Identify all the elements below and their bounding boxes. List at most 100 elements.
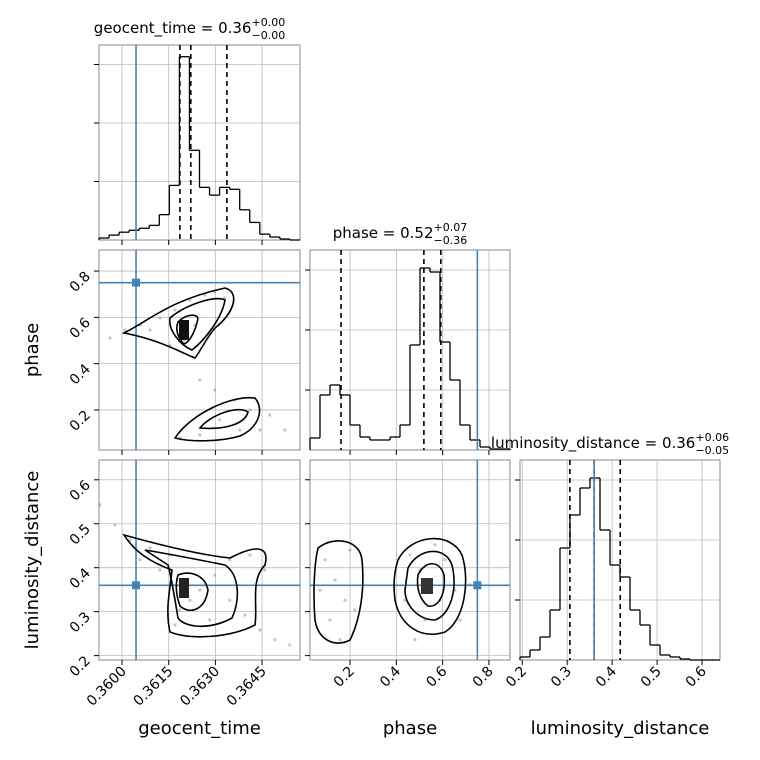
sample-point xyxy=(263,568,267,572)
title-plus: +0.06 xyxy=(695,431,729,444)
x-tick-label: 0.3645 xyxy=(224,664,270,710)
sample-point xyxy=(268,413,272,417)
sample-point xyxy=(258,628,262,632)
sample-point xyxy=(173,623,177,627)
sample-point xyxy=(168,343,172,347)
sample-point xyxy=(273,638,277,642)
x-tick-label: 0.3600 xyxy=(84,664,130,710)
sample-point xyxy=(213,388,217,392)
sample-point xyxy=(138,558,142,562)
panel-title: luminosity_distance = 0.36+0.06 −0.05 xyxy=(491,431,729,457)
sample-point xyxy=(238,428,242,432)
y-tick-label: 0.2 xyxy=(67,653,94,680)
y-tick-label: 0.2 xyxy=(67,407,94,434)
sample-point xyxy=(343,598,347,602)
panel: 0.2 0.3 0.4 0.5 0.6 xyxy=(503,459,721,691)
x-tick-label: 0.2 xyxy=(503,664,530,691)
x-tick-label: 0.5 xyxy=(638,664,665,691)
contour xyxy=(173,396,261,442)
x-tick-label: 0.3615 xyxy=(131,664,177,710)
sample-point xyxy=(228,598,232,602)
contour xyxy=(404,550,455,621)
contour xyxy=(122,533,267,638)
y-tick-label: 0.4 xyxy=(67,361,94,388)
y-tick-label: 0.8 xyxy=(67,269,94,296)
truth-marker xyxy=(132,581,141,590)
sample-point xyxy=(113,523,117,527)
y-axis-label: luminosity_distance xyxy=(22,471,43,650)
panel-title: geocent_time = 0.36+0.00 −0.00 xyxy=(94,16,285,42)
x-tick-label: 0.4 xyxy=(593,663,620,690)
sample-point xyxy=(413,638,417,642)
sample-point xyxy=(198,588,202,592)
sample-point xyxy=(333,578,337,582)
sample-point xyxy=(248,553,252,557)
y-axis-label: phase xyxy=(22,323,43,377)
truth-marker xyxy=(473,581,482,590)
sample-point xyxy=(123,328,127,332)
contour xyxy=(198,408,249,430)
sample-point xyxy=(433,543,437,547)
sample-point xyxy=(128,538,132,542)
sample-point xyxy=(348,548,352,552)
contours xyxy=(121,287,467,644)
x-tick-label: 0.3630 xyxy=(177,664,223,710)
sample-point xyxy=(208,618,212,622)
sample-point xyxy=(218,418,222,422)
panel xyxy=(305,249,511,455)
x-tick-label: 0.8 xyxy=(470,664,497,691)
sample-point xyxy=(458,618,462,622)
sample-point xyxy=(288,643,292,647)
x-axis-label: geocent_time xyxy=(138,718,261,739)
sample-point xyxy=(148,546,152,550)
panel: 0.2 0.4 0.6 0.8 xyxy=(305,459,511,691)
sample-point xyxy=(353,608,357,612)
contour xyxy=(176,314,199,345)
title-minus: −0.36 xyxy=(434,234,468,247)
contour xyxy=(121,287,235,359)
sample-point xyxy=(283,428,287,432)
y-tick-label: 0.6 xyxy=(67,477,94,504)
contour xyxy=(313,540,364,644)
title-minus: −0.00 xyxy=(251,29,285,42)
sample-point xyxy=(188,598,192,602)
sample-point xyxy=(318,588,322,592)
sample-point xyxy=(323,558,327,562)
density-peak xyxy=(179,320,189,340)
panel-title: phase = 0.52+0.07 −0.36 xyxy=(333,221,468,247)
title-plus: +0.00 xyxy=(251,16,285,29)
y-tick-label: 0.3 xyxy=(67,609,94,636)
sample-point xyxy=(228,558,232,562)
sample-point xyxy=(338,638,342,642)
panel-frame xyxy=(309,459,511,661)
x-axis-label: phase xyxy=(383,718,437,739)
title-text: luminosity_distance = 0.36 xyxy=(491,434,695,453)
title-plus: +0.07 xyxy=(434,221,468,234)
panel xyxy=(94,44,301,245)
sample-point xyxy=(328,618,332,622)
y-tick-label: 0.5 xyxy=(67,521,94,548)
x-tick-label: 0.3 xyxy=(548,664,575,691)
x-tick-label: 0.6 xyxy=(423,663,450,690)
density-peak xyxy=(179,578,189,598)
panel-frame xyxy=(98,44,301,241)
x-tick-label: 0.4 xyxy=(377,663,404,690)
title-text: phase = 0.52 xyxy=(333,224,434,242)
sample-point xyxy=(248,408,252,412)
sample-point xyxy=(243,613,247,617)
y-tick-label: 0.6 xyxy=(67,315,94,342)
sample-point xyxy=(198,378,202,382)
sample-point xyxy=(443,558,447,562)
truth-marker xyxy=(132,278,141,287)
density-peak xyxy=(421,578,433,594)
sample-point xyxy=(403,598,407,602)
contour xyxy=(175,572,209,611)
contour xyxy=(416,562,446,607)
sample-point xyxy=(158,316,162,320)
sample-point xyxy=(178,608,182,612)
sample-point xyxy=(98,503,102,507)
sample-point xyxy=(213,573,217,577)
x-tick-label: 0.2 xyxy=(331,664,358,691)
sample-point xyxy=(173,308,177,312)
